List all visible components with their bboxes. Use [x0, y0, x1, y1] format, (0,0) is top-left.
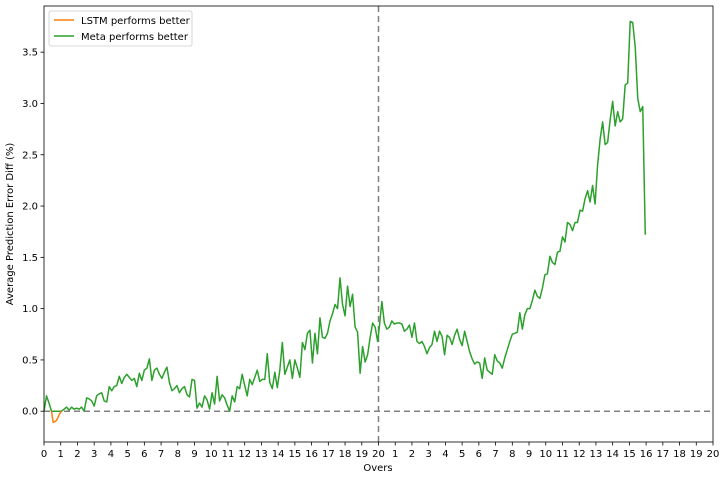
x-tick-label: 5 — [124, 449, 130, 460]
x-tick-label: 10 — [205, 449, 218, 460]
x-tick-label: 16 — [305, 449, 318, 460]
x-tick-label: 12 — [238, 449, 251, 460]
x-tick-label: 8 — [175, 449, 181, 460]
x-tick-label: 5 — [459, 449, 465, 460]
x-tick-label: 9 — [191, 449, 197, 460]
x-tick-label: 13 — [255, 449, 268, 460]
x-tick-label: 10 — [539, 449, 552, 460]
legend-label-lstm: LSTM performs better — [81, 16, 191, 27]
x-tick-label: 3 — [425, 449, 431, 460]
x-tick-label: 9 — [526, 449, 532, 460]
y-tick-label: 2.0 — [22, 202, 38, 213]
x-tick-label: 19 — [690, 449, 703, 460]
y-tick-label: 1.0 — [22, 304, 38, 315]
x-tick-label: 8 — [509, 449, 515, 460]
y-tick-label: 3.5 — [22, 48, 38, 59]
x-tick-label: 4 — [442, 449, 448, 460]
x-tick-label: 11 — [222, 449, 235, 460]
series-line-lstm-performs-better — [50, 410, 63, 424]
x-axis-ticks: 0 1 2 3 4 5 6 7 8 9 10 11 12 13 14 15 16 17 18 19 20 1 2 3 4 5 6 7 8… — [41, 442, 720, 460]
x-tick-label: 14 — [606, 449, 619, 460]
x-tick-label: 14 — [272, 449, 285, 460]
y-tick-label: 3.0 — [22, 99, 38, 110]
series-line-meta-performs-better — [43, 20, 647, 412]
x-tick-label: 17 — [322, 449, 335, 460]
x-tick-label: 15 — [623, 449, 636, 460]
y-tick-label: 1.5 — [22, 253, 38, 264]
y-tick-label: 0.5 — [22, 355, 38, 366]
x-tick-label: 20 — [372, 449, 385, 460]
x-tick-label: 1 — [392, 449, 398, 460]
x-tick-label: 20 — [707, 449, 720, 460]
y-axis-label: Average Prediction Error Diff (%) — [5, 143, 16, 306]
y-axis-ticks: 0.0 0.5 1.0 1.5 2.0 2.5 3.0 3.5 — [22, 48, 44, 418]
x-tick-label: 13 — [590, 449, 603, 460]
x-tick-label: 3 — [91, 449, 97, 460]
x-tick-label: 17 — [656, 449, 669, 460]
x-tick-label: 2 — [74, 449, 80, 460]
legend-label-meta: Meta performs better — [81, 32, 189, 43]
x-tick-label: 11 — [556, 449, 569, 460]
x-tick-label: 19 — [355, 449, 368, 460]
x-tick-label: 15 — [289, 449, 302, 460]
x-tick-label: 18 — [673, 449, 686, 460]
y-tick-label: 2.5 — [22, 150, 38, 161]
x-tick-label: 12 — [573, 449, 586, 460]
x-axis-label: Overs — [363, 463, 392, 474]
y-tick-label: 0.0 — [22, 407, 38, 418]
x-tick-label: 2 — [409, 449, 415, 460]
x-tick-label: 7 — [492, 449, 498, 460]
x-tick-label: 6 — [141, 449, 147, 460]
legend-box — [48, 10, 193, 47]
x-tick-label: 0 — [41, 449, 47, 460]
x-tick-label: 4 — [108, 449, 114, 460]
x-tick-label: 16 — [640, 449, 653, 460]
x-tick-label: 7 — [158, 449, 164, 460]
x-tick-label: 18 — [339, 449, 352, 460]
legend: LSTM performs better Meta performs bette… — [48, 10, 193, 47]
x-tick-label: 1 — [58, 449, 64, 460]
x-tick-label: 6 — [476, 449, 482, 460]
